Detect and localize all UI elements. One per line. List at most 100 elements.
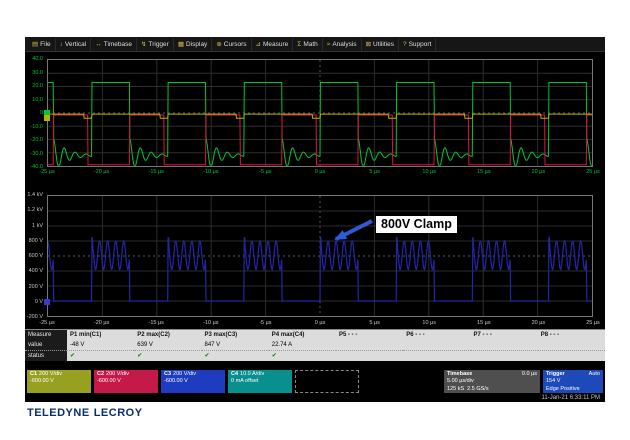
bottom-grid-x-axis: -25 µs -20 µs -15 µs -10 µs -5 µs 0 µs 5 µs 10 … [39,320,599,328]
measure-icon: ⊿ [255,41,261,48]
measure-value: 22.74 A [268,340,336,352]
x-tick-label: 15 µs [477,169,491,175]
y-tick-label: 1 kV [31,222,43,229]
status-row-label: status [25,351,67,362]
menu-display[interactable]: ▦ Display [174,37,213,51]
x-tick-label: -5 µs [259,169,272,175]
channel-offset: 0 mA offset [231,378,259,385]
channel-offset: -600.00 V [164,378,188,385]
menu-label: File [40,40,51,48]
y-tick-label: 40.0 [32,56,43,62]
y-tick-label: 600 V [28,253,43,259]
menu-cursors[interactable]: ⊕ Cursors [212,37,252,51]
y-tick-label: 0 V [34,298,43,305]
x-tick-label: 10 µs [422,169,436,175]
y-tick-label: -20.0 [30,137,43,143]
channel-descriptor-c1[interactable]: C1 200 V/div -600.00 V [27,370,91,393]
x-tick-label: 5 µs [369,320,380,326]
channel-descriptor-c4[interactable]: C4 10.0 A/div 0 mA offset [228,370,292,393]
x-tick-label: -25 µs [39,169,55,175]
menu-label: Trigger [148,40,169,48]
menu-vertical[interactable]: ↕ Vertical [56,37,92,51]
channel-scale: C1 200 V/div [30,371,62,377]
timebase-scale: 5.00 µs/div [447,378,474,385]
x-tick-label: 0 µs [314,320,326,326]
y-tick-label: 0 [39,110,43,116]
bottom-graticule[interactable]: 800V Clamp [44,195,593,317]
channel-descriptor-c2[interactable]: C2 200 V/div -600.00 V [94,370,158,393]
top-grid-y-axis: 40.0 30.0 20.0 10.0 0 -10.0 -20.0 -30.0 -40.0 [25,56,45,170]
y-tick-label: 200 V [28,283,43,290]
top-grid-x-axis: -25 µs -20 µs -15 µs -10 µs -5 µs 0 µs 5 µs 10 … [39,169,599,177]
menu-utilities[interactable]: ⊠ Utilities [362,37,399,51]
x-tick-label: -15 µs [148,320,164,326]
measure-status [471,351,538,361]
menu-timebase[interactable]: ↔ Timebase [91,37,138,51]
menu-analysis[interactable]: ≈ Analysis [323,37,362,51]
measure-header[interactable]: P4 max(C4) [271,332,305,338]
menu-label: Vertical [64,40,87,48]
utilities-icon: ⊠ [365,41,372,48]
measure-status: ✔ [70,353,76,360]
channel-scale: C3 200 V/div [164,371,196,377]
waveform-canvas [47,196,592,316]
waveform-canvas [48,60,592,166]
channel-offset: -600.00 V [30,378,54,385]
menu-trigger[interactable]: ↯ Trigger [137,37,174,51]
menu-label: Utilities [373,40,394,48]
menu-math[interactable]: Σ Math [293,37,323,51]
file-icon: ▤ [32,41,39,48]
y-tick-label: -40.0 [30,164,43,170]
x-tick-label: 5 µs [369,169,380,175]
c3-ground-marker[interactable] [44,298,50,305]
measure-header[interactable]: P3 max(C3) [204,332,238,338]
c1-ground-marker[interactable] [44,115,50,121]
display-icon: ▦ [177,41,184,48]
menu-bar: ▤ File ↕ Vertical ↔ Timebase ↯ Trigger ▦ Display ⊕… [25,37,605,52]
timebase-descriptor[interactable]: Timebase 0.0 µs 5.00 µs/div 125 kS 2.5 GS/s [444,370,540,393]
y-tick-label: -10.0 [30,123,43,130]
measure-value [336,340,404,352]
y-tick-label: 30.0 [32,69,43,76]
menu-label: Cursors [223,40,247,48]
vertical-icon: ↕ [59,40,63,48]
annotation-800v-clamp: 800V Clamp [326,216,457,246]
trigger-icon: ↯ [141,41,147,48]
measure-status [538,351,605,361]
menu-file[interactable]: ▤ File [28,37,56,51]
y-tick-label: -200 V [26,314,43,320]
channel-scale: C4 10.0 A/div [231,371,265,377]
menu-measure[interactable]: ⊿ Measure [252,37,294,51]
measure-row-label: Measure [25,330,67,341]
measure-header[interactable]: P7 - - - [473,332,492,338]
empty-trace-slot[interactable] [295,370,359,393]
measure-header[interactable]: P5 - - - [339,332,358,338]
y-tick-label: 1.2 kV [27,207,43,214]
support-icon: ? [402,40,407,48]
top-graticule[interactable] [44,59,593,167]
annotation-arrow-icon [334,219,373,241]
math-icon: Σ [297,40,302,48]
measure-header[interactable]: P1 min(C1) [70,332,102,338]
channel-descriptor-c3[interactable]: C3 200 V/div -600.00 V [161,370,225,393]
measure-status: ✔ [204,353,210,360]
measure-value: 639 V [134,340,202,352]
teledyne-lecroy-logo: TELEDYNE LECROY [27,407,143,419]
x-tick-label: -5 µs [259,320,272,326]
measure-table: Measure P1 min(C1) P2 max(C2) P3 max(C3) P4 … [25,329,605,362]
measure-header[interactable]: P8 - - - [540,332,560,338]
menu-support[interactable]: ? Support [399,37,437,51]
trigger-type: Edge Positive [546,385,580,392]
c4-ground-marker[interactable] [44,110,50,116]
timebase-icon: ↔ [95,40,102,48]
trace-C1-control [48,113,592,119]
y-tick-label: 20.0 [32,83,43,89]
x-tick-label: 20 µs [531,169,546,175]
measure-header[interactable]: P6 - - - [406,332,425,338]
trace-C4-gate-current [48,82,592,166]
trigger-descriptor[interactable]: Trigger Auto 154 V Edge Positive [543,370,603,393]
trace-C2-switch-node [48,114,592,166]
measure-header[interactable]: P2 max(C2) [137,332,170,338]
y-tick-label: -30.0 [30,150,43,157]
descriptor-spacer [362,370,441,393]
